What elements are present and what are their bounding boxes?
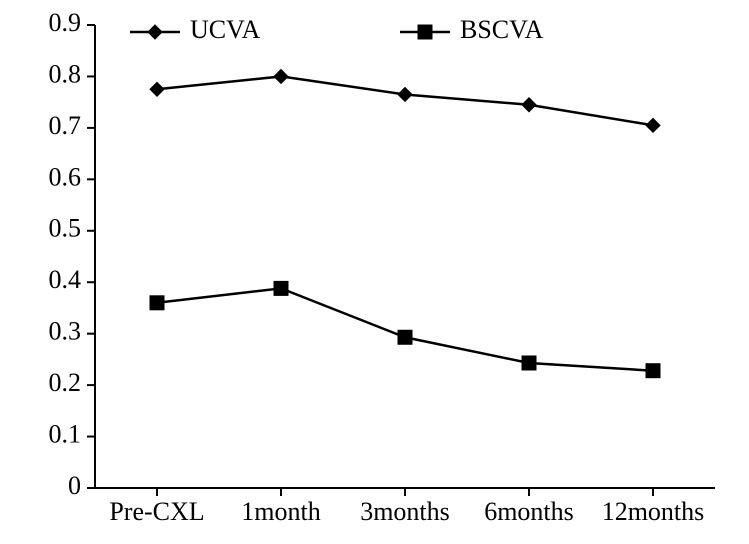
y-tick-label: 0.9 — [49, 8, 82, 37]
y-tick-label: 0.7 — [49, 111, 82, 140]
y-tick-label: 0 — [68, 471, 81, 500]
legend-label-ucva: UCVA — [190, 15, 261, 44]
series-marker-bscva — [274, 281, 288, 295]
y-tick-label: 0.2 — [49, 368, 82, 397]
legend-marker-bscva — [418, 25, 432, 39]
line-chart: 0 0.1 0.2 0.3 0.4 0.5 0.6 0.7 0.8 0.9 Pre-CXL 1mont… — [0, 0, 749, 544]
x-tick-label: 6months — [484, 497, 574, 526]
series-marker-ucva — [398, 87, 412, 101]
y-tick-label: 0.1 — [49, 420, 82, 449]
y-tick-label: 0.5 — [49, 214, 82, 243]
chart-container: 0 0.1 0.2 0.3 0.4 0.5 0.6 0.7 0.8 0.9 Pre-CXL 1mont… — [0, 0, 749, 544]
y-tick-label: 0.3 — [49, 317, 82, 346]
series-marker-ucva — [522, 98, 536, 112]
x-tick-label: 1month — [241, 497, 320, 526]
series-marker-bscva — [646, 364, 660, 378]
series-marker-bscva — [522, 356, 536, 370]
series-marker-ucva — [646, 118, 660, 132]
x-tick-label: Pre-CXL — [109, 497, 204, 526]
x-tick-label: 12months — [602, 497, 705, 526]
x-tick-label: 3months — [360, 497, 450, 526]
series-marker-bscva — [398, 330, 412, 344]
legend-label-bscva: BSCVA — [460, 15, 544, 44]
series-marker-ucva — [274, 69, 288, 83]
legend-marker-ucva — [148, 25, 162, 39]
y-tick-label: 0.4 — [49, 265, 82, 294]
y-tick-label: 0.8 — [49, 59, 82, 88]
series-marker-bscva — [150, 296, 164, 310]
series-marker-ucva — [150, 82, 164, 96]
series-line-bscva — [157, 288, 653, 370]
y-tick-label: 0.6 — [49, 162, 82, 191]
